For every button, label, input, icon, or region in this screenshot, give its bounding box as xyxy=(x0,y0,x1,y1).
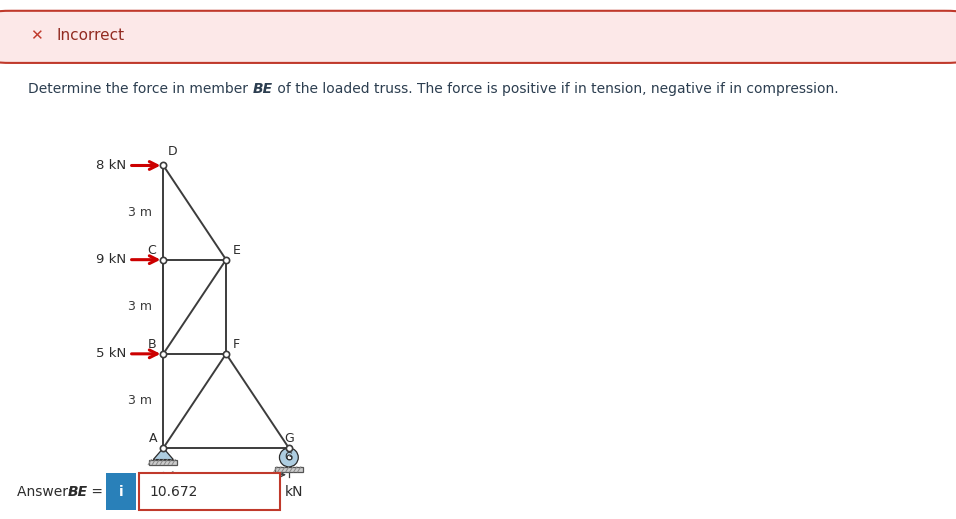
Circle shape xyxy=(279,448,298,467)
Text: kN: kN xyxy=(285,485,303,499)
Text: 3 m: 3 m xyxy=(128,301,152,313)
Bar xyxy=(275,467,303,472)
Text: BE: BE xyxy=(252,82,272,96)
Text: 9 kN: 9 kN xyxy=(97,253,126,266)
Text: 3 m: 3 m xyxy=(128,394,152,407)
FancyBboxPatch shape xyxy=(0,11,956,63)
Text: 3 m: 3 m xyxy=(128,206,152,219)
Text: Incorrect: Incorrect xyxy=(56,28,124,43)
Text: Determine the force in member: Determine the force in member xyxy=(29,82,252,96)
Text: ✕: ✕ xyxy=(31,28,43,43)
Text: of the loaded truss. The force is positive if in tension, negative if in compres: of the loaded truss. The force is positi… xyxy=(272,82,838,96)
Text: A: A xyxy=(148,432,157,445)
Text: B: B xyxy=(148,338,157,351)
Text: F: F xyxy=(232,338,240,351)
Polygon shape xyxy=(153,448,173,459)
Text: i: i xyxy=(119,485,123,499)
Bar xyxy=(149,459,177,465)
Text: 8 kN: 8 kN xyxy=(97,159,126,172)
Text: C: C xyxy=(147,243,157,256)
Text: =: = xyxy=(87,485,103,499)
Text: G: G xyxy=(284,432,293,445)
Text: 5 kN: 5 kN xyxy=(96,347,126,360)
Text: 4 m: 4 m xyxy=(214,482,238,495)
Text: 10.672: 10.672 xyxy=(149,485,198,499)
Text: D: D xyxy=(168,145,178,158)
FancyBboxPatch shape xyxy=(140,473,280,511)
FancyBboxPatch shape xyxy=(106,473,136,511)
Text: E: E xyxy=(232,243,240,256)
Text: G: G xyxy=(285,453,293,462)
Text: Answer:: Answer: xyxy=(17,485,76,499)
Text: BE: BE xyxy=(68,485,88,499)
